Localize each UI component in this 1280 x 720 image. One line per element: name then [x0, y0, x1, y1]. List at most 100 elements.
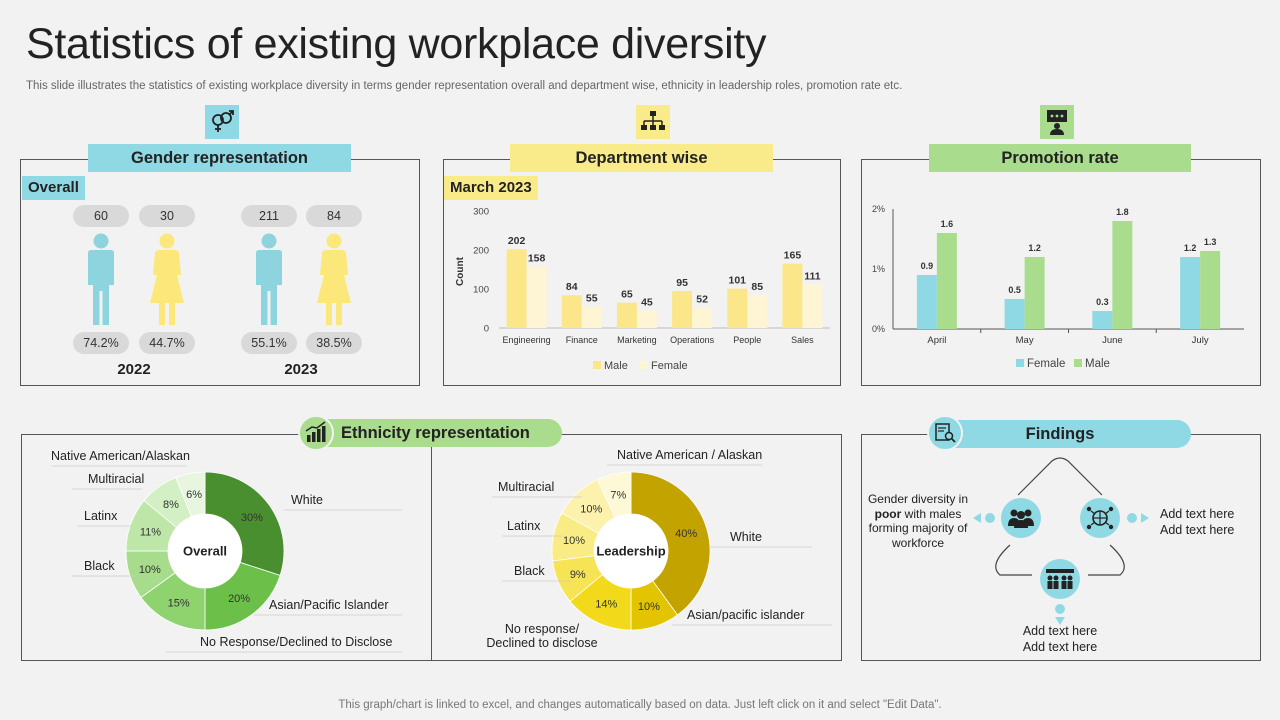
slice-category-label: White — [730, 530, 762, 544]
legend-swatch — [640, 361, 648, 369]
report-search-icon — [927, 415, 963, 451]
donut-center — [168, 514, 242, 588]
bar-male — [1200, 251, 1221, 329]
slice-category-label: White — [291, 493, 323, 507]
y-tick-label: 1% — [872, 264, 885, 274]
gender-symbol-icon — [205, 105, 239, 139]
female-pct-2022: 44.7% — [139, 332, 195, 354]
data-label: 1.3 — [1204, 237, 1217, 247]
ethnicity-divider — [431, 434, 432, 661]
y-tick-label: 200 — [473, 246, 489, 257]
data-label: 165 — [784, 250, 802, 262]
slice-category-label: Black — [84, 559, 115, 573]
legend-label: Male — [604, 360, 628, 372]
page-subtitle: This slide illustrates the statistics of… — [26, 80, 903, 92]
group-meeting-icon — [1040, 559, 1080, 599]
finding-left-text: Gender diversity in poor with males form… — [867, 492, 969, 550]
bar-female — [916, 275, 937, 329]
male-count-2022: 60 — [73, 205, 129, 227]
x-tick-label: Sales — [791, 335, 814, 345]
data-label: 95 — [676, 277, 688, 289]
x-tick-label: Engineering — [503, 335, 551, 345]
data-label: 0.9 — [921, 261, 934, 271]
promotion-bar-chart: 0% 1% 2% 0.9 1.6 April 0.5 1.2 May 0.3 1.8 June 1.2 1… — [872, 204, 1244, 370]
leadership-donut-chart: 40% 10% 14% 9% 10% 10% 7% Leadership White Asian/… — [486, 448, 832, 650]
data-label: 0.5 — [1008, 285, 1021, 295]
slice-category-label: No response/Declined to disclose — [486, 622, 597, 650]
male-figure-icon — [88, 233, 114, 325]
male-pct-2023: 55.1% — [241, 332, 297, 354]
bar-male — [616, 302, 637, 328]
slice-value-label: 7% — [610, 489, 626, 501]
department-header: Department wise — [510, 144, 773, 172]
x-tick-label: June — [1102, 335, 1123, 346]
finding-bottom-line: Add text here — [1022, 640, 1098, 654]
bar-female — [802, 284, 823, 328]
slice-category-label: Multiracial — [498, 480, 554, 494]
department-date-tag: March 2023 — [444, 176, 538, 200]
org-chart-icon — [636, 105, 670, 139]
legend-swatch — [1016, 359, 1024, 367]
data-label: 52 — [696, 294, 708, 306]
bar-female — [1004, 299, 1025, 329]
female-figure-icon — [150, 233, 184, 325]
data-label: 1.8 — [1116, 207, 1129, 217]
slice-category-label: Asian/pacific islander — [687, 608, 804, 622]
legend-swatch — [1074, 359, 1082, 367]
bar-male — [936, 233, 957, 329]
global-network-icon — [1080, 498, 1120, 538]
bar-male — [1112, 221, 1133, 329]
x-tick-label: July — [1192, 335, 1209, 346]
female-pct-2023: 38.5% — [306, 332, 362, 354]
slice-value-label: 20% — [228, 593, 250, 605]
x-tick-label: Marketing — [617, 335, 657, 345]
data-label: 202 — [508, 235, 526, 247]
finding-right-text: Add text here Add text here — [1160, 506, 1234, 538]
slice-category-label: Asian/Pacific Islander — [269, 598, 389, 612]
slice-value-label: 9% — [570, 569, 586, 581]
down-pointer-icon — [1055, 604, 1065, 625]
slice-value-label: 10% — [638, 601, 660, 613]
finding-right-line: Add text here — [1160, 523, 1235, 537]
slice-value-label: 11% — [140, 526, 161, 538]
male-pct-2022: 74.2% — [73, 332, 129, 354]
year-2022: 2022 — [117, 361, 151, 378]
slice-category-label: Native American/Alaskan — [51, 449, 190, 463]
female-count-2022: 30 — [139, 205, 195, 227]
data-label: 101 — [728, 275, 746, 287]
y-tick-label: 100 — [473, 285, 489, 296]
slice-value-label: 30% — [241, 512, 263, 524]
slice-value-label: 6% — [186, 489, 202, 501]
finding-right-line: Add text here — [1160, 507, 1235, 521]
y-tick-label: 300 — [473, 207, 489, 218]
female-figure-icon — [317, 233, 351, 325]
findings-cycle-arrows — [995, 457, 1125, 576]
bar-female — [526, 266, 547, 328]
finding-bottom-text: Add text here Add text here — [1000, 623, 1120, 655]
bar-male — [561, 295, 582, 328]
bar-male — [727, 288, 748, 328]
team-icon — [1001, 498, 1041, 538]
bar-chart-icon — [298, 415, 334, 451]
slice-category-label: Black — [514, 564, 545, 578]
slice-category-label: Native American / Alaskan — [617, 448, 762, 462]
slice-value-label: 8% — [163, 499, 179, 511]
x-tick-label: Operations — [670, 335, 715, 345]
gender-header: Gender representation — [88, 144, 351, 172]
left-pointer-icon — [973, 513, 995, 523]
data-label: 111 — [804, 271, 821, 283]
right-pointer-icon — [1127, 513, 1149, 523]
bar-male — [506, 249, 527, 328]
data-label: 45 — [641, 296, 653, 308]
bar-female — [636, 310, 657, 328]
donut-center-label: Leadership — [596, 544, 665, 559]
findings-header-pill — [929, 420, 1191, 448]
data-label: 85 — [751, 281, 763, 293]
legend-label: Female — [1027, 358, 1065, 370]
legend-swatch — [593, 361, 601, 369]
ethnicity-header: Ethnicity representation — [341, 424, 530, 442]
y-axis-title: Count — [455, 256, 466, 286]
data-label: 1.6 — [941, 219, 954, 229]
slice-value-label: 40% — [675, 528, 697, 540]
slice-category-label: Latinx — [84, 509, 118, 523]
